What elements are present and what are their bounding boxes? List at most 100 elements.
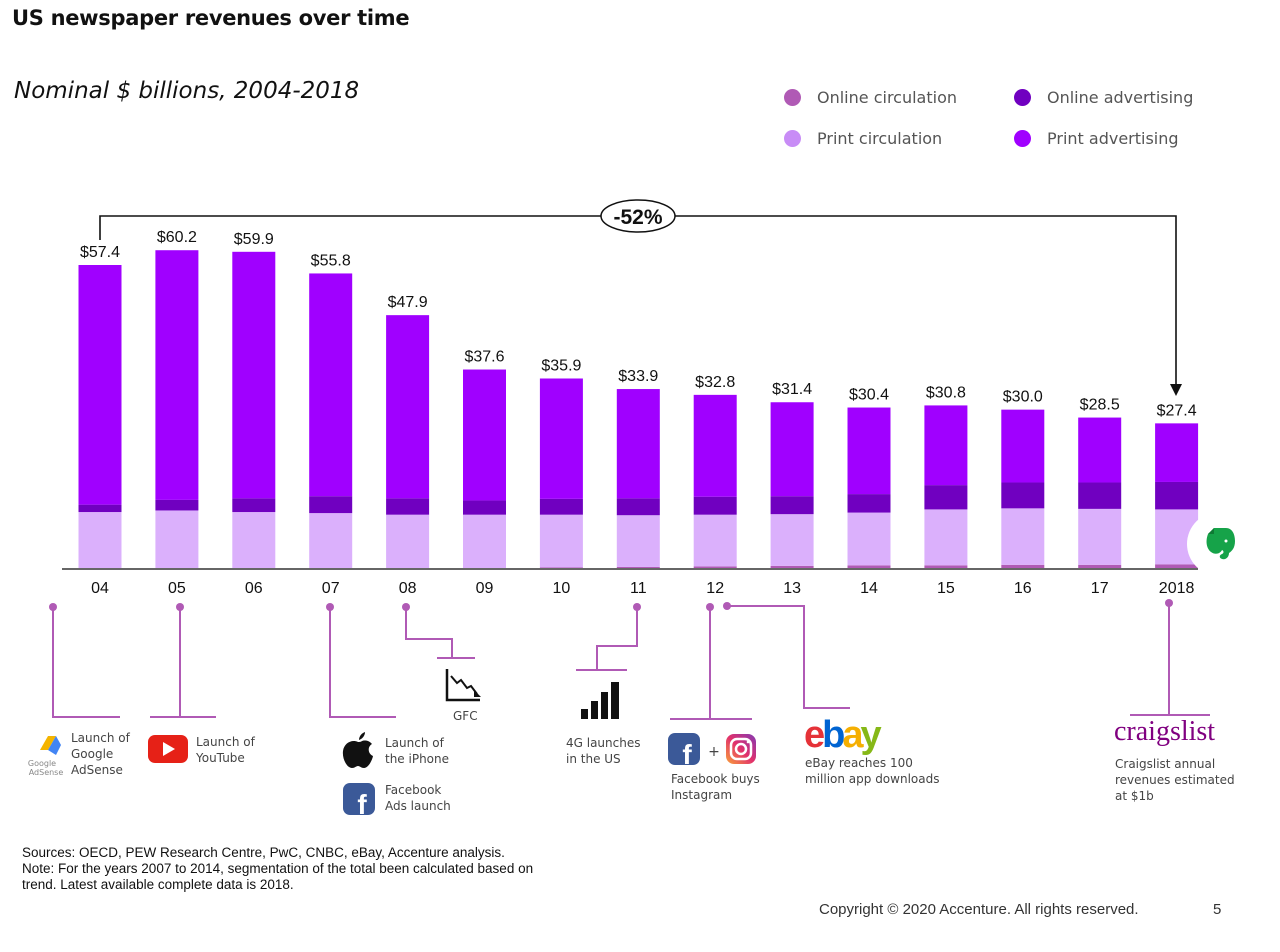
legend-label: Online circulation xyxy=(817,88,957,107)
change-label: -52% xyxy=(613,206,662,229)
evernote-button[interactable] xyxy=(1187,512,1251,576)
bar-segment-online-advertising xyxy=(463,500,506,515)
bar-segment-print-circulation xyxy=(616,515,660,567)
bar-segment-print-circulation xyxy=(924,509,968,566)
x-tick-label: 09 xyxy=(476,580,494,597)
bar-segment-print-advertising xyxy=(309,273,353,497)
event-dot xyxy=(49,603,57,611)
craigslist-logo: craigslist xyxy=(1114,716,1215,747)
bar-segment-print-circulation xyxy=(847,512,891,566)
bar-segment-online-advertising xyxy=(924,485,968,510)
text-line: Launch of xyxy=(71,731,130,745)
event-dot xyxy=(1165,599,1173,607)
evernote-icon xyxy=(1206,528,1235,560)
x-tick-label: 06 xyxy=(245,580,263,597)
svg-text:f: f xyxy=(357,789,367,820)
bar-stack-10 xyxy=(539,378,583,568)
total-label: $60.2 xyxy=(157,229,197,246)
bar-segment-online-advertising xyxy=(539,498,583,515)
event-iphone-text: Launch of the iPhone xyxy=(385,735,449,767)
plus-sign: + xyxy=(708,744,720,760)
bar-stack-2018 xyxy=(1155,423,1199,568)
text-line: Facebook xyxy=(385,783,442,797)
total-label: $28.5 xyxy=(1080,397,1120,414)
bar-stack-06 xyxy=(232,251,276,568)
legend-label: Print advertising xyxy=(1047,129,1179,148)
text-line: Google xyxy=(71,747,114,761)
bar-segment-online-circulation xyxy=(693,566,737,568)
adsense-caption: AdSense xyxy=(29,768,64,777)
total-label: $32.8 xyxy=(695,374,735,391)
event-adsense-text: Launch of Google AdSense xyxy=(71,730,130,778)
text-line: Facebook buys xyxy=(671,772,760,786)
bar-segment-print-advertising xyxy=(78,265,122,505)
event-dot xyxy=(326,603,334,611)
bar-segment-print-advertising xyxy=(1155,423,1199,482)
event-connectors xyxy=(52,603,1210,720)
event-dot xyxy=(633,603,641,611)
facebook-instagram-icon: f + xyxy=(668,733,756,770)
x-tick-label: 04 xyxy=(91,580,109,597)
bar-segment-online-circulation xyxy=(1078,564,1122,568)
x-tick-label: 12 xyxy=(706,580,724,597)
chart-title: US newspaper revenues over time xyxy=(12,6,410,30)
arrow-head-icon xyxy=(1170,384,1182,396)
x-tick-label: 14 xyxy=(860,580,878,597)
bar-segment-print-advertising xyxy=(616,389,660,499)
bar-segment-online-circulation xyxy=(924,565,968,568)
event-dot xyxy=(706,603,714,611)
bar-segment-print-advertising xyxy=(1001,409,1045,483)
text-line: Launch of xyxy=(385,736,444,750)
text-line: revenues estimated xyxy=(1115,773,1235,787)
legend-label: Online advertising xyxy=(1047,88,1194,107)
text-line: GFC xyxy=(453,709,478,723)
event-dot xyxy=(723,602,731,610)
bar-segment-online-advertising xyxy=(1001,482,1045,509)
connector-gfc xyxy=(405,607,453,658)
bar-segment-online-circulation xyxy=(1155,564,1199,568)
adsense-caption: Google xyxy=(28,759,56,768)
event-facebook-ads-text: Facebook Ads launch xyxy=(385,782,451,814)
bar-segment-print-circulation xyxy=(78,512,122,568)
change-bracket: -52% xyxy=(99,199,1182,396)
total-label: $31.4 xyxy=(772,381,812,398)
legend-swatch xyxy=(1014,130,1031,147)
legend-swatch xyxy=(784,89,801,106)
total-label: $30.0 xyxy=(1003,389,1043,406)
text-line: million app downloads xyxy=(805,772,940,786)
bar-segment-print-circulation xyxy=(463,514,506,568)
facebook-icon: f xyxy=(343,783,375,820)
bar-segment-print-advertising xyxy=(386,315,430,499)
text-line: in the US xyxy=(566,752,621,766)
total-label: $55.8 xyxy=(311,252,351,269)
text-line: the iPhone xyxy=(385,752,450,766)
bar-segment-online-advertising xyxy=(78,504,122,513)
bar-segment-print-circulation xyxy=(693,514,737,567)
bar-stack-13 xyxy=(770,402,814,568)
bar-segment-print-circulation xyxy=(155,510,199,568)
bar-segment-print-circulation xyxy=(1078,508,1122,565)
bar-segment-print-circulation xyxy=(386,514,430,568)
legend-item-print-advertising: Print advertising xyxy=(1014,129,1179,148)
bar-segment-online-advertising xyxy=(693,496,737,515)
text-line: Launch of xyxy=(196,735,255,749)
x-tick-label: 16 xyxy=(1014,580,1032,597)
bar-segment-online-circulation xyxy=(616,566,660,568)
total-label: $59.9 xyxy=(234,231,274,248)
event-craigslist-text: Craigslist annual revenues estimated at … xyxy=(1115,756,1235,804)
x-tick-labels-group: 04 05 06 07 08 09 10 11 12 13 14 15 16 17 2018 xyxy=(91,580,1194,597)
event-gfc-text: GFC xyxy=(453,708,478,724)
connector-iphone xyxy=(329,607,396,718)
bar-segment-print-circulation xyxy=(539,514,583,568)
note-text: Note: For the years 2007 to 2014, segmen… xyxy=(22,861,534,876)
apple-icon xyxy=(342,732,373,768)
total-label: $27.4 xyxy=(1157,402,1197,419)
text-line: 4G launches xyxy=(566,736,641,750)
bar-stack-12 xyxy=(693,394,737,568)
total-labels-group: $57.4 $60.2 $59.9 $55.8 $47.9 $37.6 $35.9 $33.9… xyxy=(80,229,1197,419)
bar-segment-online-circulation xyxy=(539,567,583,568)
bar-segment-print-advertising xyxy=(539,378,583,499)
x-tick-label: 10 xyxy=(553,580,571,597)
text-line: Craigslist annual xyxy=(1115,757,1216,771)
